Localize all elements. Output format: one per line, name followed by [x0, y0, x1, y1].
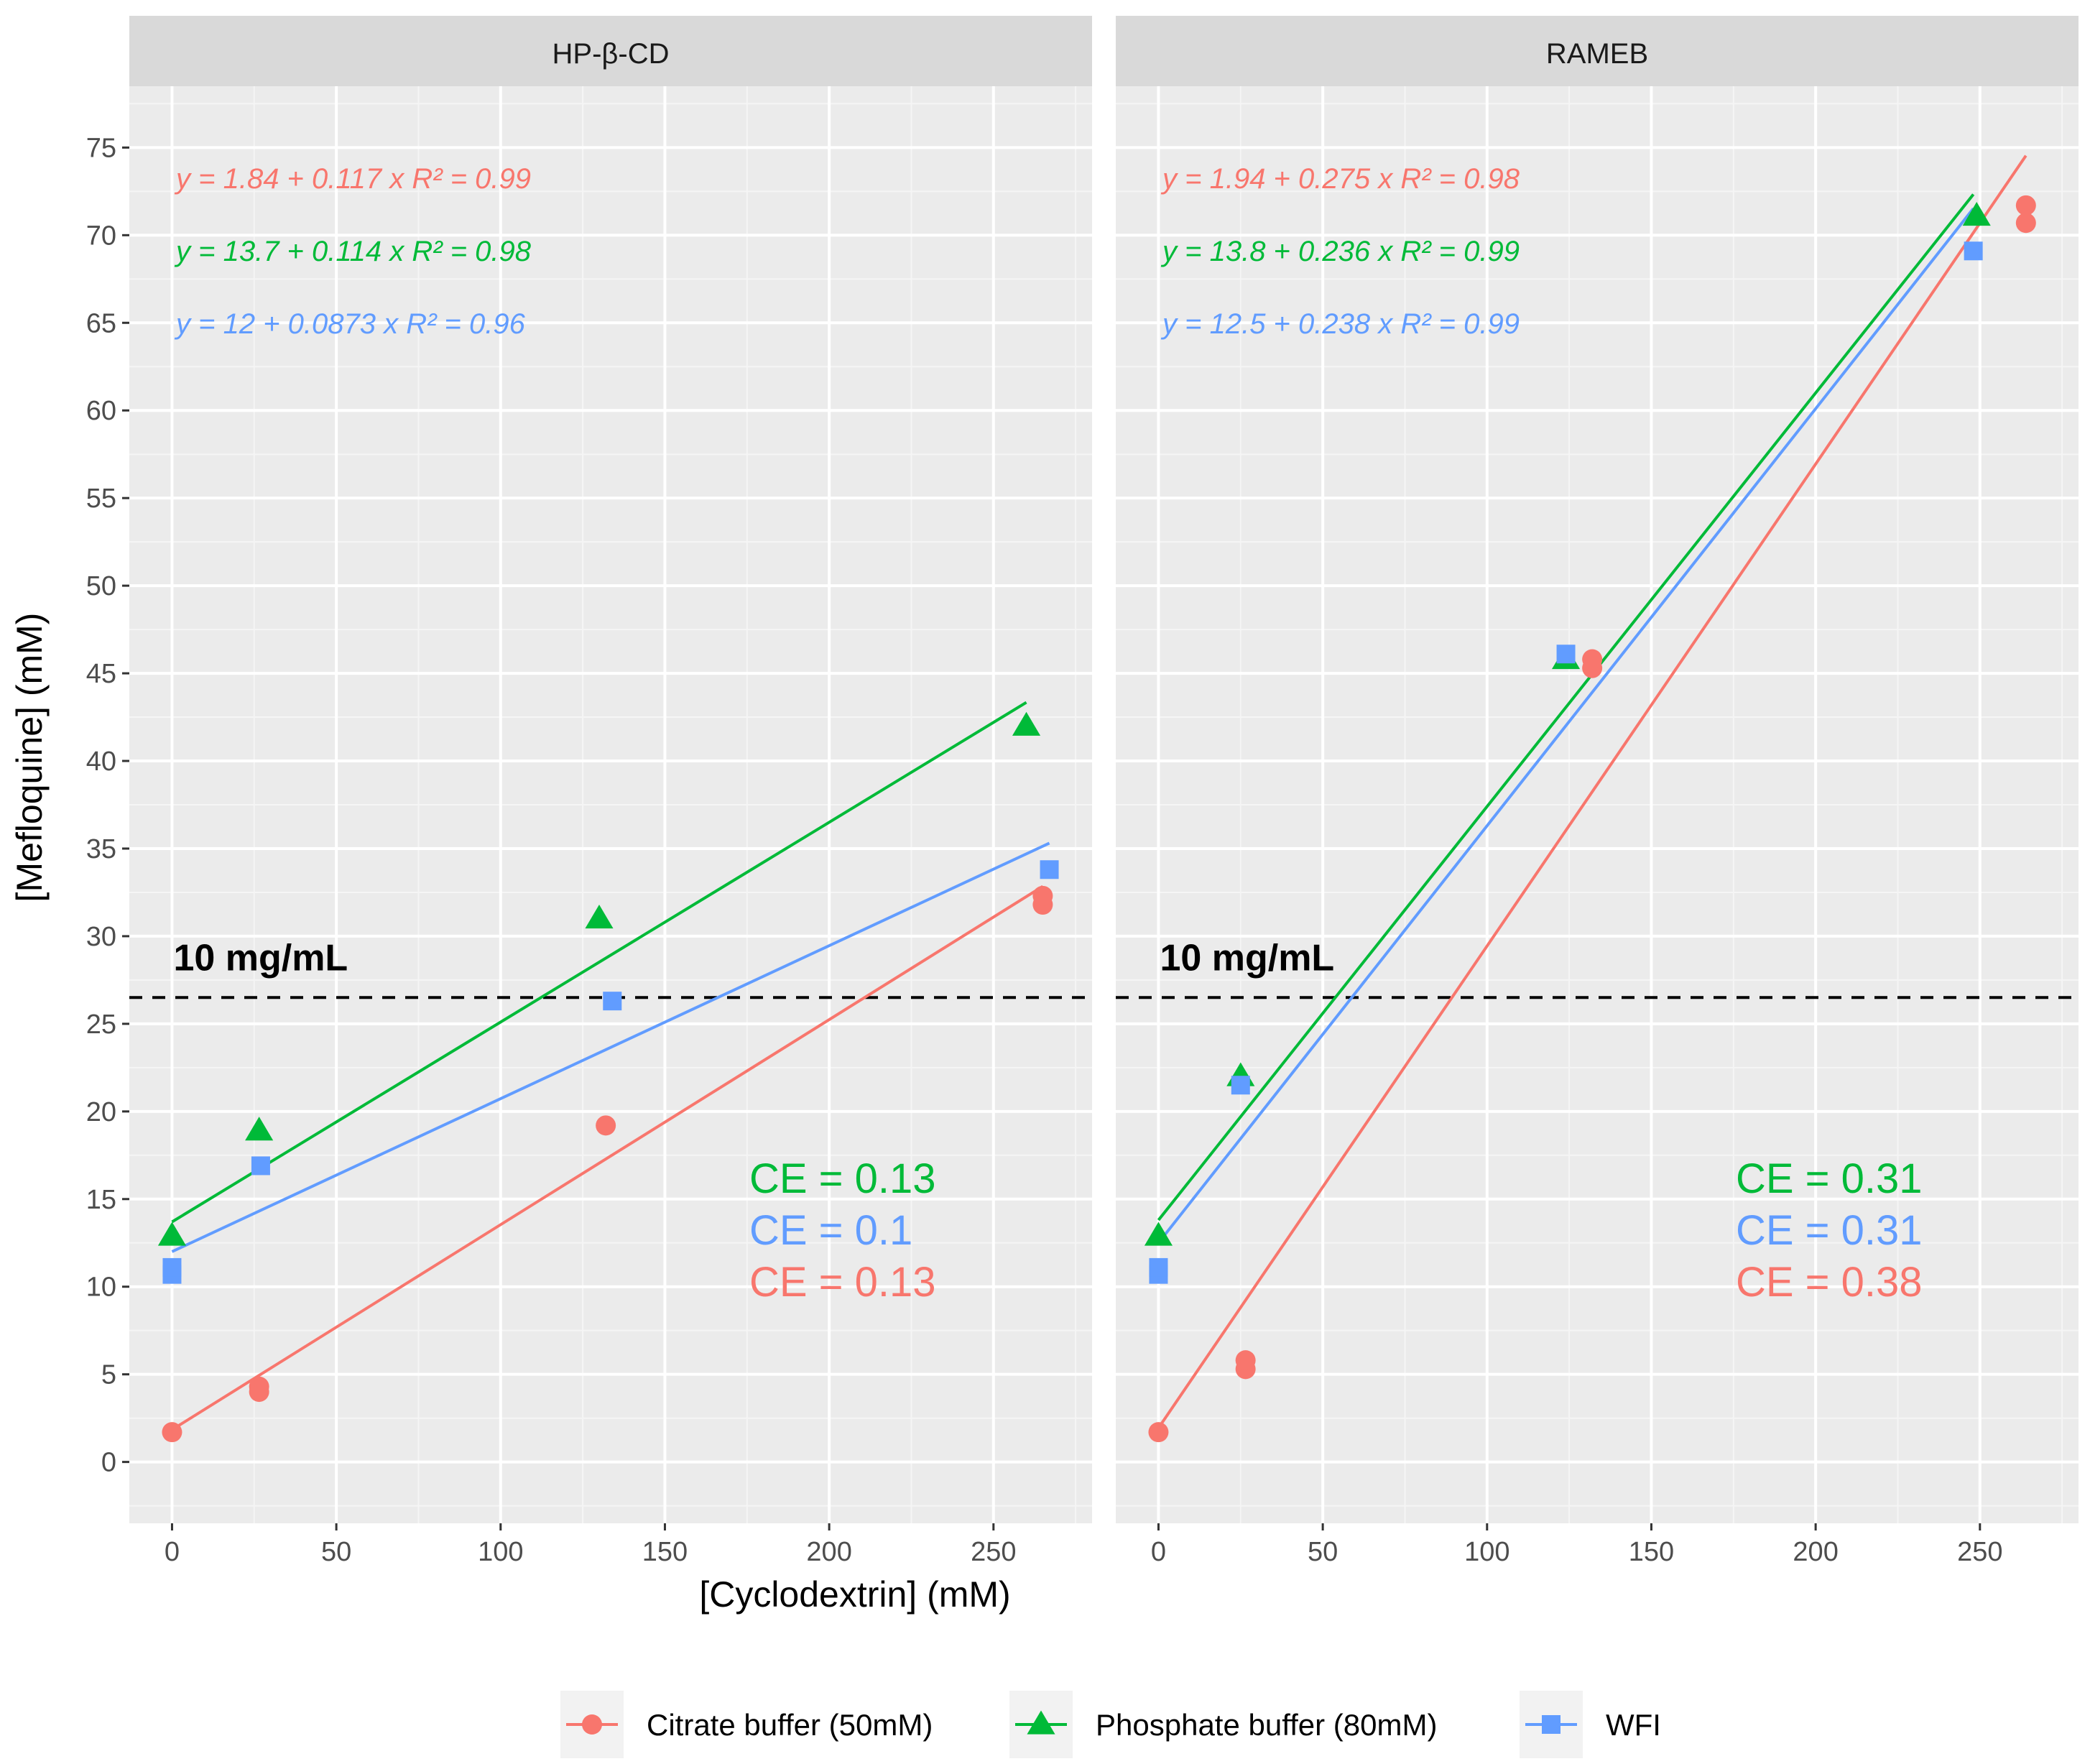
x-tick-label: 150	[642, 1537, 688, 1567]
data-point	[1148, 1422, 1169, 1443]
y-tick-label: 20	[86, 1097, 116, 1127]
reference-line-label: 10 mg/mL	[173, 937, 348, 979]
y-tick-label: 5	[101, 1360, 116, 1390]
fit-line	[1157, 207, 1975, 1244]
ce-label: CE = 0.38	[1736, 1259, 1923, 1306]
data-point	[1040, 860, 1059, 879]
series-layer	[1144, 154, 2036, 1443]
regression-equation: y = 13.8 + 0.236 x R² = 0.99	[1160, 236, 1520, 267]
y-tick-label: 70	[86, 221, 116, 251]
y-tick-label: 30	[86, 922, 116, 952]
data-point	[157, 1222, 187, 1246]
series-layer	[157, 701, 1059, 1443]
x-tick-label: 250	[1957, 1537, 2002, 1567]
ce-label: CE = 0.1	[749, 1207, 912, 1254]
data-point	[1149, 1257, 1168, 1277]
data-point	[1235, 1350, 1256, 1371]
data-point	[162, 1422, 182, 1443]
strip-background	[129, 16, 1092, 86]
legend-label: Citrate buffer (50mM)	[647, 1708, 933, 1742]
y-tick-label: 25	[86, 1010, 116, 1040]
y-tick-label: 40	[86, 747, 116, 777]
x-tick-label: 100	[478, 1537, 523, 1567]
y-tick-label: 35	[86, 834, 116, 864]
regression-equation: y = 12.5 + 0.238 x R² = 0.99	[1160, 308, 1520, 340]
x-tick-label: 100	[1464, 1537, 1509, 1567]
data-point	[1032, 885, 1053, 906]
x-axis-title: [Cyclodextrin] (mM)	[699, 1574, 1010, 1615]
data-point	[1964, 241, 1983, 261]
data-point	[603, 992, 622, 1011]
data-point	[251, 1156, 270, 1176]
fit-line	[171, 841, 1050, 1253]
x-tick-label: 250	[971, 1537, 1016, 1567]
y-axis-title: [Mefloquine] (mM)	[9, 613, 50, 902]
legend-label: WFI	[1606, 1708, 1661, 1742]
strip-background	[1116, 16, 2079, 86]
data-point	[2015, 195, 2036, 216]
y-tick-label: 15	[86, 1185, 116, 1215]
reference-line-label: 10 mg/mL	[1160, 937, 1334, 979]
fit-line	[171, 701, 1027, 1224]
y-tick-label: 60	[86, 396, 116, 426]
x-tick-label: 150	[1629, 1537, 1674, 1567]
regression-equation: y = 12 + 0.0873 x R² = 0.96	[174, 308, 526, 340]
y-tick-label: 75	[86, 133, 116, 163]
y-tick-label: 45	[86, 659, 116, 689]
x-tick-label: 0	[1151, 1537, 1166, 1567]
data-point	[585, 904, 614, 929]
ce-label: CE = 0.13	[749, 1155, 936, 1202]
x-tick-label: 200	[1793, 1537, 1838, 1567]
legend-item: Phosphate buffer (80mM)	[1009, 1691, 1437, 1758]
legend-key-marker	[1027, 1710, 1055, 1735]
ce-label: CE = 0.31	[1736, 1155, 1923, 1202]
data-point	[1556, 645, 1576, 664]
data-point	[162, 1257, 182, 1277]
regression-equation: y = 1.94 + 0.275 x R² = 0.98	[1160, 163, 1520, 195]
data-point	[1231, 1076, 1250, 1095]
legend-key-marker	[582, 1714, 602, 1735]
panels-layer: HP-β-CD 10 mg/mL y = 1.84 + 0.117 x R² = 0…	[129, 16, 2079, 1523]
legend: Citrate buffer (50mM) Phosphate buffer (8…	[560, 1691, 1661, 1758]
strip-title: HP-β-CD	[552, 38, 670, 70]
data-point	[245, 1117, 274, 1141]
panel-1: RAMEB 10 mg/mL y = 1.94 + 0.275 x R² = 0.9…	[1116, 16, 2079, 1523]
panel-0: HP-β-CD 10 mg/mL y = 1.84 + 0.117 x R² = 0…	[129, 16, 1092, 1523]
axes-layer: 0 50 100 150 200 250 0 5 10 15 20 25 30 35 40 45 50 55 60 6…	[86, 133, 2003, 1567]
data-point	[2015, 213, 2036, 234]
x-tick-label: 0	[165, 1537, 180, 1567]
data-point	[1582, 649, 1603, 670]
data-point	[596, 1115, 616, 1136]
y-tick-label: 50	[86, 571, 116, 601]
legend-label: Phosphate buffer (80mM)	[1096, 1708, 1437, 1742]
x-tick-label: 200	[806, 1537, 851, 1567]
x-tick-label: 50	[321, 1537, 351, 1567]
regression-equation: y = 13.7 + 0.114 x R² = 0.98	[174, 236, 532, 267]
data-point	[1144, 1222, 1173, 1246]
ce-label: CE = 0.13	[749, 1259, 936, 1306]
legend-item: Citrate buffer (50mM)	[560, 1691, 933, 1758]
fit-line	[1157, 193, 1975, 1222]
ce-label: CE = 0.31	[1736, 1207, 1923, 1254]
data-point	[1962, 201, 1991, 226]
y-tick-label: 65	[86, 308, 116, 338]
y-tick-label: 55	[86, 484, 116, 514]
data-point	[1012, 711, 1041, 736]
regression-equation: y = 1.84 + 0.117 x R² = 0.99	[174, 163, 531, 195]
legend-item: WFI	[1520, 1691, 1661, 1758]
fit-line	[1157, 154, 2027, 1429]
x-tick-label: 50	[1308, 1537, 1338, 1567]
y-tick-label: 10	[86, 1273, 116, 1303]
y-tick-label: 0	[101, 1448, 116, 1478]
legend-key-marker	[1542, 1715, 1560, 1734]
strip-title: RAMEB	[1546, 38, 1648, 70]
fit-line	[171, 885, 1044, 1431]
data-point	[249, 1376, 269, 1397]
